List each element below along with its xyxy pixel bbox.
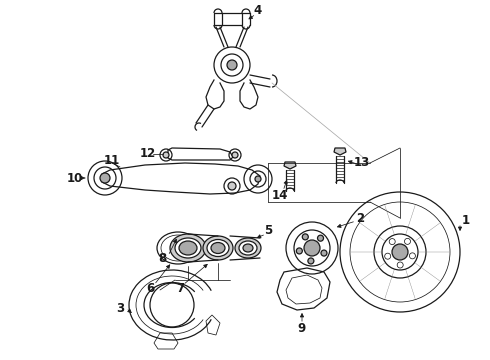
Circle shape: [228, 182, 236, 190]
Circle shape: [308, 258, 314, 264]
Text: 8: 8: [158, 252, 166, 265]
Ellipse shape: [175, 238, 201, 258]
Polygon shape: [334, 148, 346, 155]
Circle shape: [318, 235, 323, 241]
Text: 2: 2: [356, 212, 364, 225]
Text: 5: 5: [264, 224, 272, 237]
Ellipse shape: [211, 243, 225, 253]
Text: 14: 14: [272, 189, 288, 202]
Ellipse shape: [170, 234, 206, 262]
Text: 11: 11: [104, 153, 120, 166]
Text: 13: 13: [354, 156, 370, 168]
Text: 12: 12: [140, 147, 156, 159]
Ellipse shape: [243, 244, 253, 252]
Text: 7: 7: [176, 282, 184, 294]
Polygon shape: [284, 162, 296, 169]
Circle shape: [255, 176, 261, 182]
Circle shape: [232, 152, 238, 158]
Text: 6: 6: [146, 282, 154, 294]
Ellipse shape: [239, 241, 257, 255]
Text: 9: 9: [298, 321, 306, 334]
Ellipse shape: [235, 238, 261, 258]
Circle shape: [163, 152, 169, 158]
Circle shape: [227, 60, 237, 70]
Ellipse shape: [179, 241, 197, 255]
Text: 10: 10: [67, 171, 83, 185]
Circle shape: [100, 173, 110, 183]
Ellipse shape: [203, 236, 233, 260]
Text: 3: 3: [116, 302, 124, 315]
Circle shape: [304, 240, 320, 256]
Text: 1: 1: [462, 213, 470, 226]
Ellipse shape: [207, 239, 229, 257]
Text: 4: 4: [254, 4, 262, 17]
Circle shape: [296, 248, 302, 254]
Circle shape: [321, 250, 327, 256]
Circle shape: [302, 234, 308, 240]
Circle shape: [392, 244, 408, 260]
